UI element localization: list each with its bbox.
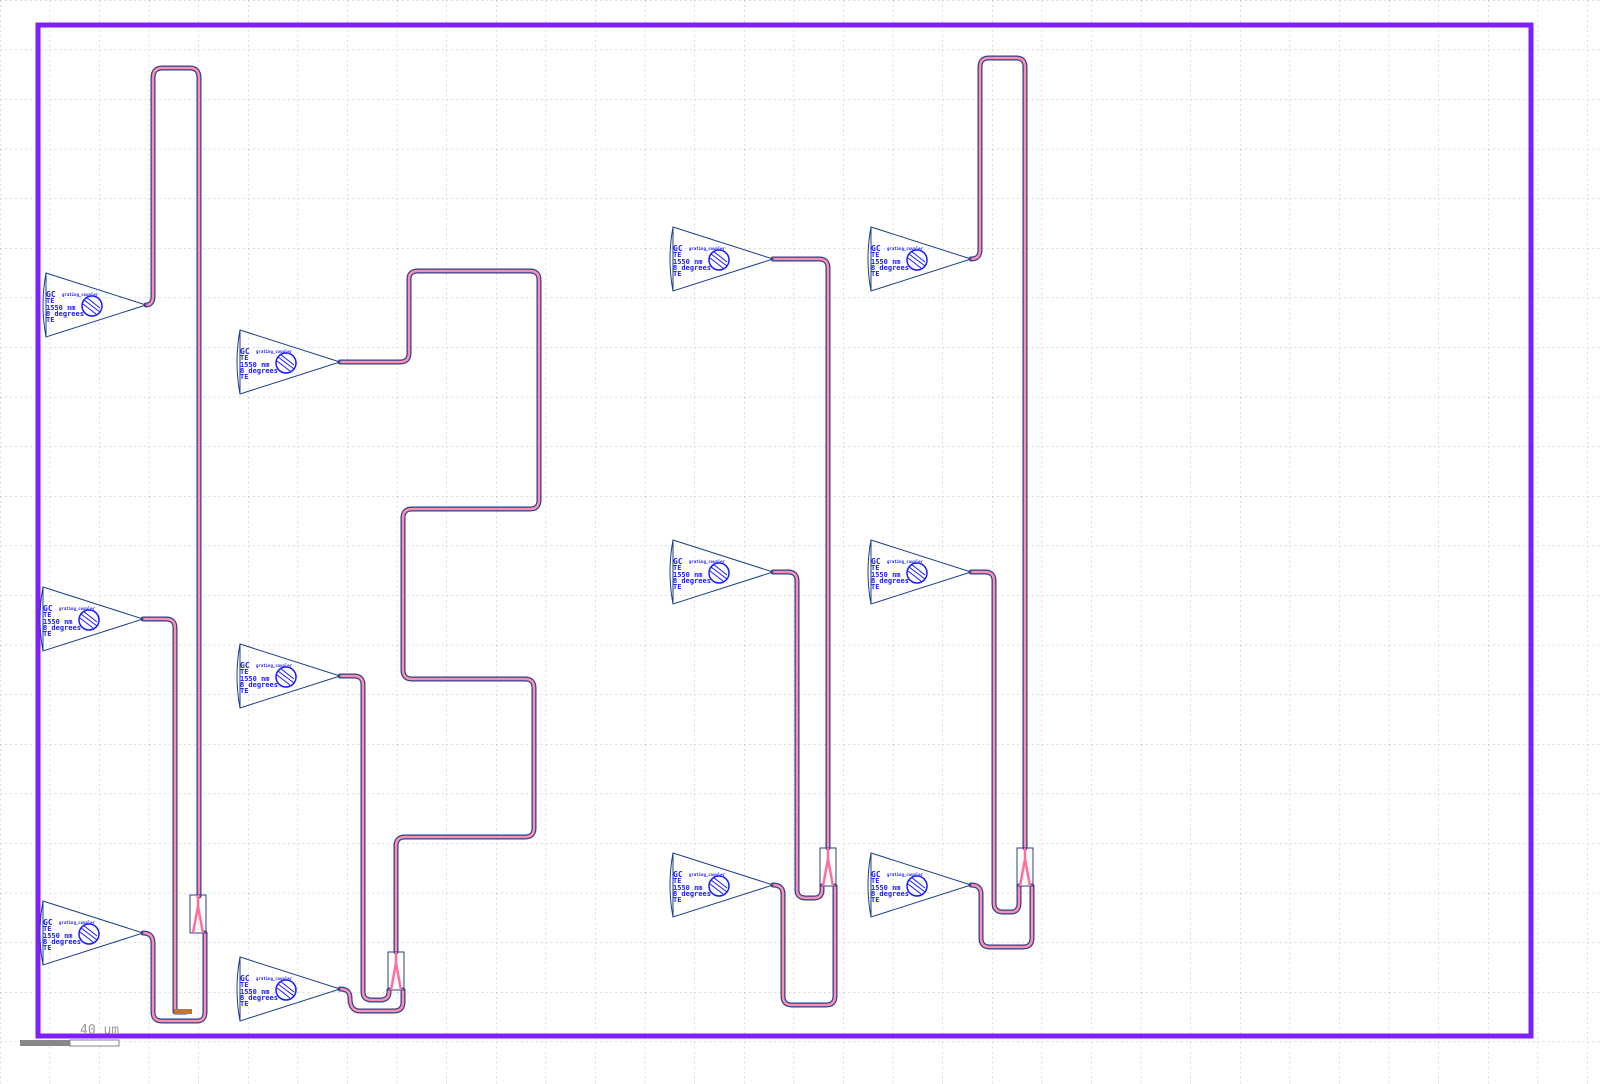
gc-label-line: TE [46,316,54,324]
gc-label-line: TE [43,630,51,638]
gc-label-line: 8 degrees [673,890,711,898]
gc-label-line: TE [240,373,248,381]
gc-label-line: 1550 nm [46,304,76,312]
gc-label-line: 8 degrees [871,577,909,585]
gc-cell-name: grating_coupler [689,246,726,251]
gc-label-line: GC [673,557,683,566]
gc-label-line: TE [240,354,248,362]
gc-label-line: 8 degrees [673,264,711,272]
gc-label-line: 1550 nm [240,988,270,996]
waveguide-col2 [337,268,542,1014]
gc-label-line: 1550 nm [43,618,73,626]
gc-label-line: 8 degrees [240,994,278,1002]
gc-label-line: 1550 nm [240,675,270,683]
gc-label-line: 1550 nm [240,361,270,369]
gc-label-line: GC [43,918,53,927]
gc-label-line: TE [673,564,681,572]
gc-label-line: 1550 nm [871,258,901,266]
gc-label-line: 8 degrees [46,310,84,318]
gc-label-line: 8 degrees [240,681,278,689]
gc-label-line: TE [240,668,248,676]
gc-label-line: 8 degrees [673,577,711,585]
gc-label-line: 8 degrees [43,938,81,946]
gc-label-line: TE [46,297,54,305]
gc-label-line: GC [240,661,250,670]
waveguides [140,55,1035,1024]
gc-label-line: TE [673,251,681,259]
gc-cell-name: grating_coupler [689,872,726,877]
gc-label-line: GC [871,870,881,879]
gc-cell-name: grating_coupler [62,292,99,297]
gc-label-line: TE [871,877,879,885]
gc-cell-name: grating_coupler [887,872,924,877]
gc-label-line: 8 degrees [240,367,278,375]
gc-label-line: TE [871,564,879,572]
gc-label-line: 1550 nm [673,884,703,892]
gc-label-line: GC [240,974,250,983]
gc-label-line: TE [673,896,681,904]
gc-label-line: TE [871,896,879,904]
gc-label-line: TE [871,270,879,278]
gc-label-line: 1550 nm [43,932,73,940]
terminator [174,1009,192,1014]
gc-label-line: GC [46,290,56,299]
gc-label-line: TE [871,583,879,591]
gc-label-line: TE [240,1000,248,1008]
gc-label-line: GC [871,244,881,253]
gc-label-line: 1550 nm [871,884,901,892]
gc-label-line: 1550 nm [673,258,703,266]
gc-cell-name: grating_coupler [887,559,924,564]
gc-cell-name: grating_coupler [887,246,924,251]
gc-cell-name: grating_coupler [256,976,293,981]
gc-label-line: 8 degrees [871,264,909,272]
waveguide-col1 [140,65,208,1024]
scale-bar-label: 40 um [80,1023,119,1038]
gc-label-line: TE [673,270,681,278]
waveguide-col4 [968,55,1035,950]
gc-cell-name: grating_coupler [256,663,293,668]
gc-label-line: TE [43,611,51,619]
gc-label-line: 1550 nm [871,571,901,579]
gc-cell-name: grating_coupler [59,920,96,925]
gc-label-line: TE [673,583,681,591]
gc-label-line: 8 degrees [871,890,909,898]
gc-label-line: TE [240,981,248,989]
gc-cell-name: grating_coupler [59,606,96,611]
gc-label-line: 1550 nm [673,571,703,579]
gc-label-line: GC [871,557,881,566]
gc-label-line: TE [43,925,51,933]
waveguide-col3 [770,256,838,1008]
gc-cell-name: grating_coupler [689,559,726,564]
gc-label-line: GC [240,347,250,356]
gc-label-line: 8 degrees [43,624,81,632]
gc-label-line: GC [43,604,53,613]
gc-label-line: TE [43,944,51,952]
floorplan-boundary [35,22,1534,1039]
gc-cell-name: grating_coupler [256,349,293,354]
gc-label-line: GC [673,870,683,879]
scale-bar: 40 um [20,1023,120,1047]
gc-label-line: GC [673,244,683,253]
gc-label-line: TE [673,877,681,885]
gc-label-line: TE [240,687,248,695]
gc-label-line: TE [871,251,879,259]
